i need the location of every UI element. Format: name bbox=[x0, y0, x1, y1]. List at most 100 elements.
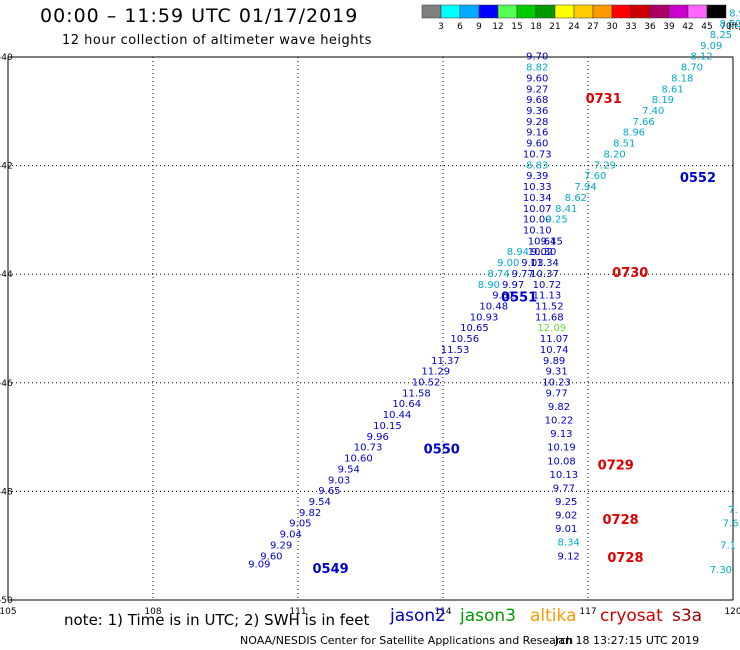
swh-point: 10.22 bbox=[545, 416, 574, 427]
colorbar-swatch bbox=[573, 4, 594, 19]
swh-point: 10.10 bbox=[523, 225, 552, 236]
swh-point: 7.6 bbox=[723, 519, 739, 530]
footer-credit: NOAA/NESDIS Center for Satellite Applica… bbox=[240, 634, 574, 647]
swh-point: 8.61 bbox=[661, 84, 683, 95]
y-tick-label: -44 bbox=[0, 270, 13, 280]
colorbar-label: 45 bbox=[701, 22, 712, 32]
footer-timestamp: Jan 18 13:27:15 UTC 2019 bbox=[555, 634, 700, 647]
x-tick-label: 111 bbox=[289, 607, 306, 617]
swh-point: 7.66 bbox=[632, 117, 654, 128]
swh-point: 9.01 bbox=[555, 524, 577, 535]
swh-point: 9.54 bbox=[309, 497, 331, 508]
swh-point: 10.15 bbox=[373, 421, 402, 432]
colorbar-label: 70 bbox=[720, 22, 732, 32]
pass-label: 0552 bbox=[680, 171, 716, 186]
colorbar-swatch bbox=[630, 4, 651, 19]
swh-point: 9.77 bbox=[553, 483, 575, 494]
swh-point: 8.25 bbox=[710, 30, 732, 41]
legend-altika: altika bbox=[530, 606, 577, 626]
colorbar-label: 9 bbox=[476, 22, 482, 32]
legend-cryosat: cryosat bbox=[600, 606, 663, 626]
swh-point: 10.19 bbox=[547, 443, 576, 454]
swh-point: 10.74 bbox=[540, 345, 569, 356]
colorbar-label: 24 bbox=[568, 22, 580, 32]
swh-point: 10.34 bbox=[523, 193, 552, 204]
chart-subtitle: 12 hour collection of altimeter wave hei… bbox=[62, 33, 372, 48]
swh-point: 10.65 bbox=[460, 323, 489, 334]
swh-point: 9.02 bbox=[555, 511, 577, 522]
swh-point: 8.92 bbox=[729, 8, 740, 19]
legend-jason2: jason2 bbox=[390, 606, 446, 626]
y-tick-label: -50 bbox=[0, 596, 13, 606]
pass-labels: 0549 0550 0551 0552 0731 0730 0729 0728 0728 bbox=[313, 92, 717, 577]
colorbar-swatch bbox=[706, 4, 727, 19]
swh-point: 10.60 bbox=[344, 454, 373, 465]
x-tick-label: 114 bbox=[434, 607, 451, 617]
swh-point: 8.82 bbox=[526, 63, 548, 74]
swh-point: 10.07 bbox=[523, 204, 552, 215]
swh-point: 7.30 bbox=[710, 565, 732, 576]
swh-point: 8.34 bbox=[558, 538, 580, 549]
colorbar-swatch bbox=[554, 4, 575, 19]
swh-point: 8.62 bbox=[565, 193, 587, 204]
swh-point: 8.70 bbox=[681, 63, 703, 74]
colorbar-swatch bbox=[421, 4, 442, 19]
swh-point: 10.13 bbox=[550, 470, 579, 481]
swh-point: 9.31 bbox=[545, 367, 567, 378]
swh-point: 10.37 bbox=[530, 269, 559, 280]
swh-point: 7.94 bbox=[574, 182, 596, 193]
y-tick-label: -48 bbox=[0, 487, 13, 497]
swh-point: 9.12 bbox=[558, 551, 580, 562]
swh-point: 9.25 bbox=[555, 497, 577, 508]
swh-point: 7. bbox=[728, 505, 738, 516]
swh-point: 9.77 bbox=[545, 388, 567, 399]
swh-point: 10.64 bbox=[528, 236, 557, 247]
axis-ticks: 105 108 111 114 117 120 -40 -42 -44 -46 -48 -50 bbox=[0, 53, 740, 617]
swh-point: 9.29 bbox=[270, 540, 292, 551]
swh-point: 9.31 bbox=[492, 291, 514, 302]
colorbar-label: 3 bbox=[438, 22, 444, 32]
swh-point: 9.82 bbox=[548, 402, 570, 413]
swh-point: 8.12 bbox=[690, 52, 712, 63]
y-tick-label: -42 bbox=[0, 162, 13, 172]
swh-point: 10.30 bbox=[528, 247, 557, 258]
swh-point: 11.53 bbox=[441, 345, 470, 356]
swh-point: 11.07 bbox=[540, 334, 569, 345]
swh-point: 8.19 bbox=[652, 95, 674, 106]
swh-point: 7.40 bbox=[642, 106, 664, 117]
pass-label: 0550 bbox=[424, 442, 460, 457]
colorbar-swatch bbox=[440, 4, 461, 19]
swh-point: 9.60 bbox=[526, 139, 548, 150]
swh-point: 8.50 bbox=[719, 19, 740, 30]
swh-point: 8.83 bbox=[526, 160, 548, 171]
swh-point: 10.56 bbox=[450, 334, 479, 345]
colorbar-label: 42 bbox=[682, 22, 693, 32]
swh-point: 11.37 bbox=[431, 356, 460, 367]
swh-point: 7.60 bbox=[584, 171, 606, 182]
plot-frame bbox=[7, 56, 734, 601]
colorbar-swatch bbox=[592, 4, 613, 19]
pass-label: 0728 bbox=[603, 513, 639, 528]
colorbar-swatch bbox=[459, 4, 480, 19]
swh-point: 11.58 bbox=[402, 388, 431, 399]
colorbar-label: 33 bbox=[625, 22, 636, 32]
y-tick-label: -40 bbox=[0, 53, 13, 63]
colorbar-swatch bbox=[668, 4, 689, 19]
swh-points: 9.099.609.299.049.059.829.549.659.039.54… bbox=[248, 8, 740, 576]
swh-point: 10.64 bbox=[392, 399, 421, 410]
swh-point: 8.20 bbox=[603, 149, 625, 160]
swh-point: 10.72 bbox=[533, 280, 562, 291]
swh-point: 9.13 bbox=[550, 429, 572, 440]
colorbar-label: 21 bbox=[549, 22, 560, 32]
swh-point: 11.52 bbox=[535, 301, 564, 312]
swh-point: 9.60 bbox=[526, 73, 548, 84]
colorbar-swatch bbox=[649, 4, 670, 19]
swh-point: 9.28 bbox=[526, 117, 548, 128]
swh-point: 9.27 bbox=[526, 84, 548, 95]
pass-label: 0729 bbox=[598, 459, 634, 474]
swh-point: 9.60 bbox=[260, 551, 282, 562]
swh-point: 8.51 bbox=[613, 139, 635, 150]
colorbar-label: 27 bbox=[587, 22, 598, 32]
swh-point: 9.65 bbox=[318, 486, 340, 497]
